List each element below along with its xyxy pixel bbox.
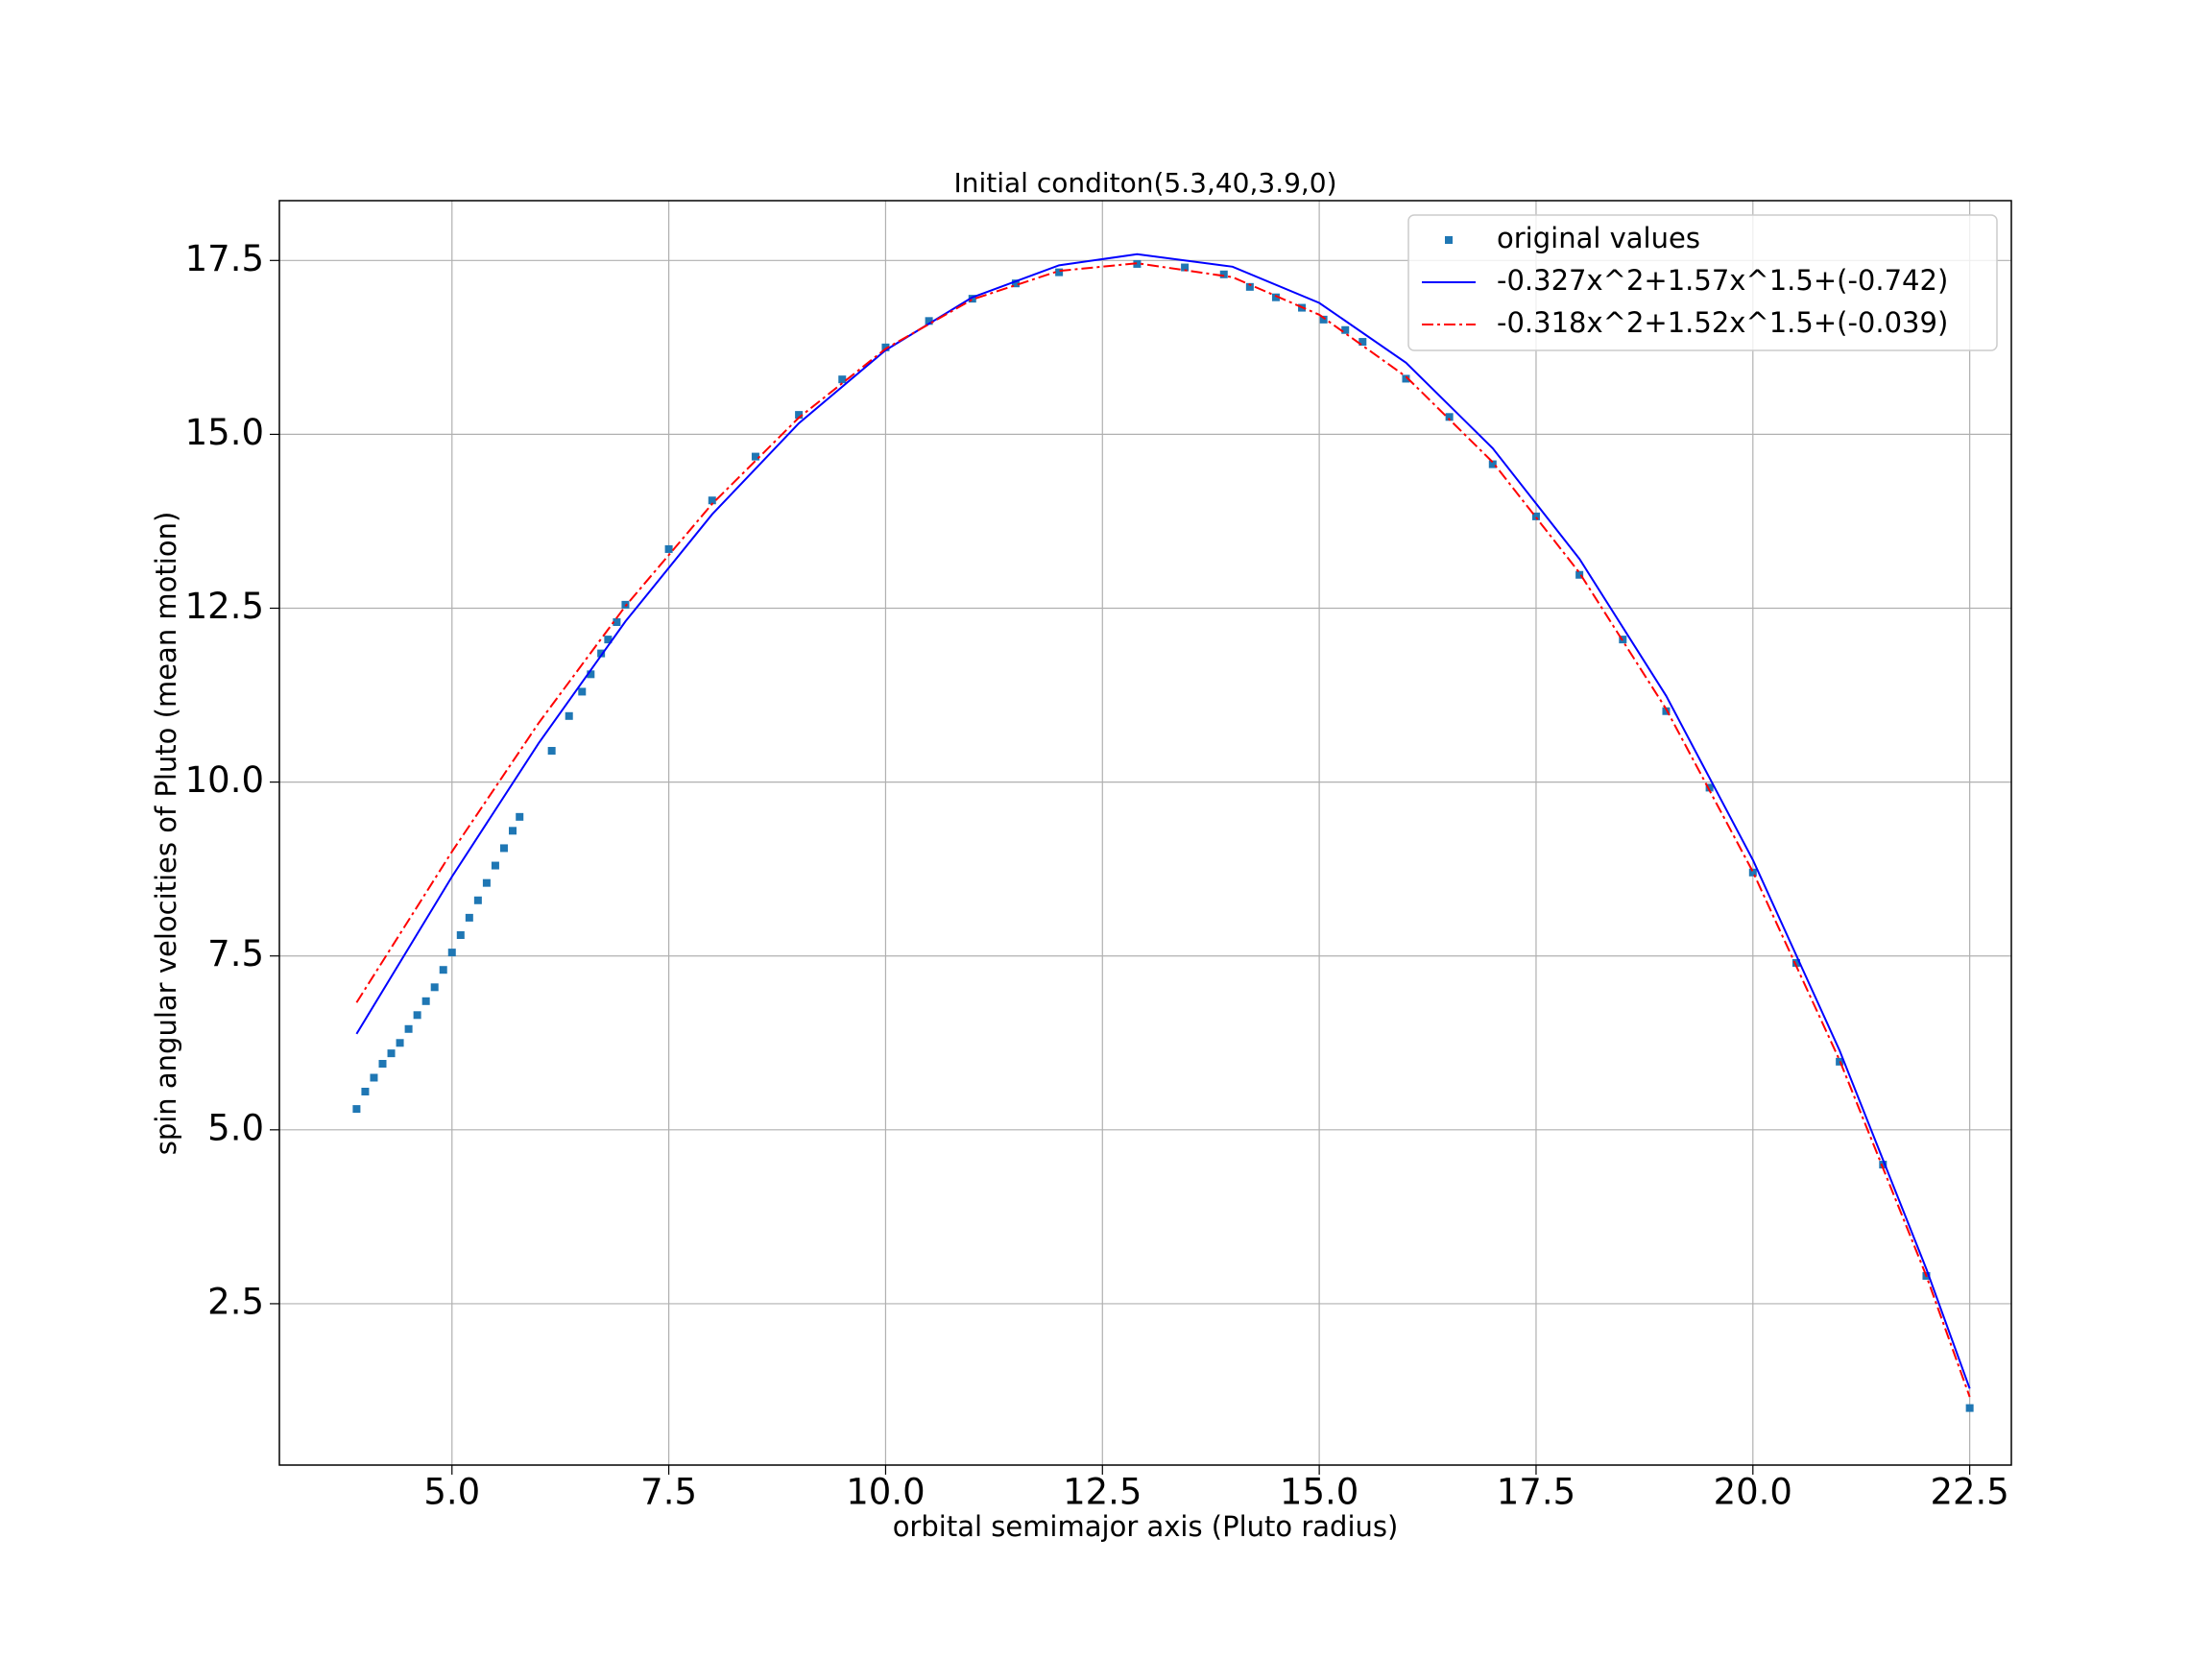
data-point	[1531, 512, 1540, 520]
data-point	[1748, 868, 1757, 877]
chart-title: Initial conditon(5.3,40,3.9,0)	[953, 167, 1336, 199]
data-point	[1402, 374, 1410, 383]
data-point	[925, 317, 933, 325]
data-point	[1358, 338, 1367, 347]
data-point	[1319, 315, 1328, 324]
data-point	[1488, 460, 1497, 469]
data-point	[499, 844, 508, 853]
x-tick-label: 15.0	[1280, 1472, 1358, 1513]
data-point	[396, 1039, 404, 1047]
data-point	[516, 812, 524, 821]
y-tick-label: 17.5	[185, 238, 264, 279]
legend-label: -0.327x^2+1.57x^1.5+(-0.742)	[1497, 264, 1948, 297]
data-point	[1575, 570, 1584, 579]
data-point	[404, 1024, 413, 1033]
data-point	[578, 687, 587, 696]
fit-line	[355, 252, 1971, 1389]
legend-label: -0.318x^2+1.52x^1.5+(-0.039)	[1497, 306, 1948, 339]
data-point	[1133, 259, 1142, 268]
y-axis-label: spin angular velocities of Pluto (mean m…	[150, 512, 182, 1156]
y-tick-label: 10.0	[185, 759, 264, 801]
data-point	[547, 747, 556, 756]
data-point	[465, 913, 473, 922]
data-point	[795, 411, 804, 420]
data-point	[1271, 293, 1280, 301]
data-point	[482, 878, 491, 887]
data-point	[1791, 958, 1800, 967]
data-point	[430, 983, 439, 992]
data-point	[664, 544, 673, 553]
data-point	[473, 896, 482, 904]
data-point	[751, 452, 759, 461]
data-point	[597, 649, 606, 658]
data-point	[361, 1087, 370, 1095]
x-tick-label: 20.0	[1714, 1472, 1792, 1513]
x-tick-label: 22.5	[1930, 1472, 2008, 1513]
data-point	[1341, 325, 1350, 334]
data-point	[447, 949, 456, 957]
data-point	[613, 618, 621, 626]
data-point	[1011, 279, 1020, 288]
x-tick-label: 7.5	[640, 1472, 697, 1513]
data-point	[708, 496, 716, 505]
data-point	[1445, 413, 1454, 421]
data-point	[587, 670, 595, 679]
data-point	[370, 1073, 378, 1082]
y-tick-label: 15.0	[185, 412, 264, 453]
y-tick-label: 12.5	[185, 586, 264, 627]
data-point	[1245, 282, 1254, 291]
data-point	[413, 1011, 421, 1020]
data-point	[881, 343, 890, 351]
legend-swatch	[1445, 236, 1453, 244]
data-point	[352, 1105, 361, 1114]
x-tick-label: 12.5	[1063, 1472, 1142, 1513]
data-point	[604, 636, 613, 644]
data-point	[1181, 263, 1190, 272]
data-point	[1219, 270, 1228, 278]
x-axis-label: orbital semimajor axis (Pluto radius)	[893, 1510, 1399, 1543]
data-point	[968, 295, 976, 303]
data-point	[456, 930, 465, 939]
fit-line	[355, 262, 1971, 1398]
x-tick-label: 5.0	[423, 1472, 480, 1513]
data-point	[387, 1049, 396, 1058]
data-point	[838, 375, 847, 384]
data-point	[1879, 1161, 1887, 1169]
data-point	[1662, 707, 1671, 715]
data-point	[378, 1060, 387, 1069]
x-tick-label: 17.5	[1497, 1472, 1575, 1513]
x-tick-label: 10.0	[846, 1472, 925, 1513]
plot-frame	[278, 200, 2012, 1466]
data-point	[439, 966, 447, 974]
data-point	[565, 711, 573, 720]
data-point	[1965, 1404, 1974, 1412]
data-point	[421, 997, 430, 1005]
y-tick-label: 7.5	[207, 933, 264, 974]
legend-box	[1407, 214, 1998, 351]
y-tick-label: 2.5	[207, 1281, 264, 1322]
data-point	[1055, 268, 1064, 276]
legend-label: original values	[1497, 222, 1700, 254]
data-point	[491, 861, 499, 870]
data-point	[509, 827, 517, 835]
y-tick-label: 5.0	[207, 1107, 264, 1148]
data-point	[1705, 783, 1714, 792]
